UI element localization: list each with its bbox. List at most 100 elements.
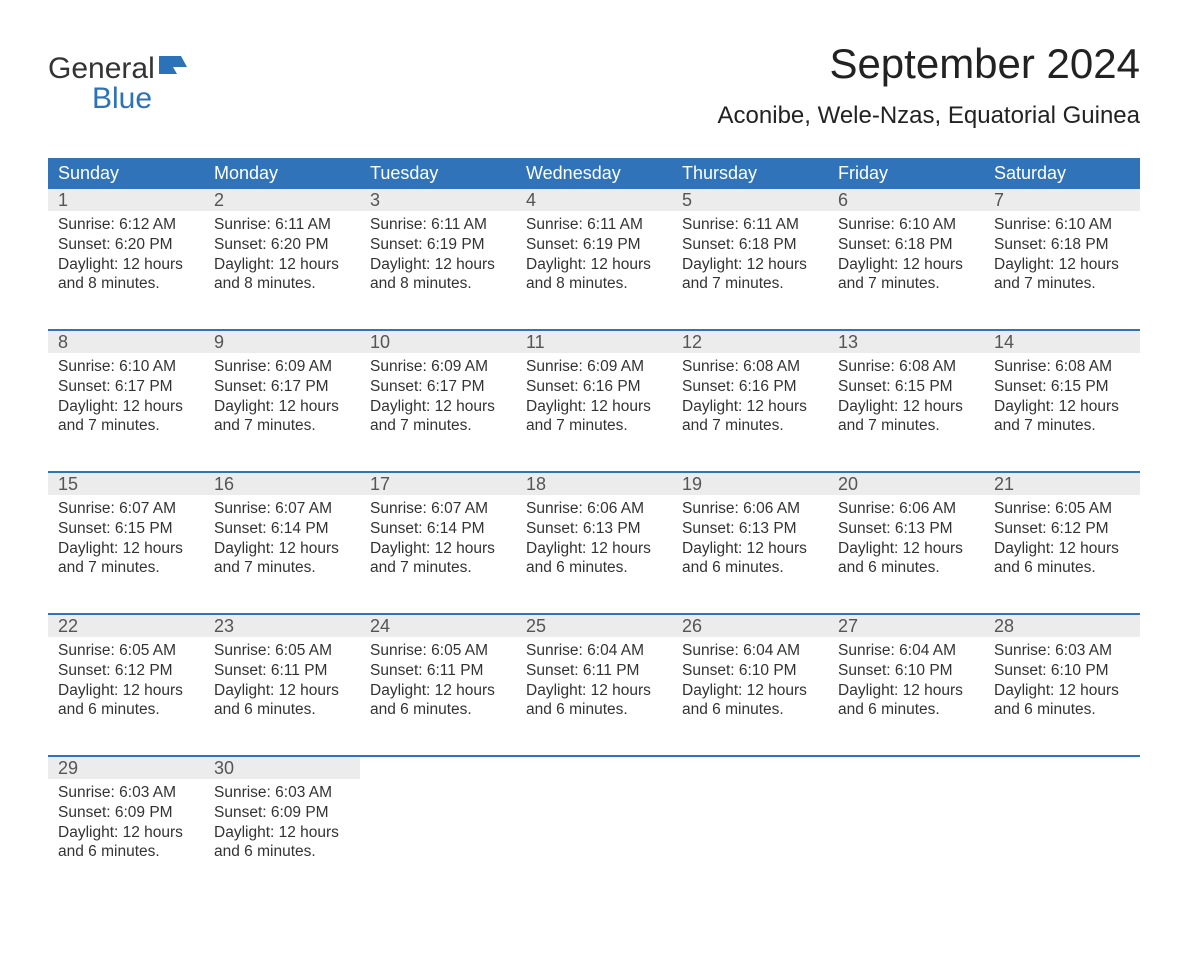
day-number: 11 [516, 331, 672, 353]
day-dl2: and 7 minutes. [214, 416, 350, 436]
day-body: Sunrise: 6:07 AMSunset: 6:14 PMDaylight:… [360, 495, 516, 583]
day-body: Sunrise: 6:03 AMSunset: 6:09 PMDaylight:… [204, 779, 360, 867]
day-body: Sunrise: 6:04 AMSunset: 6:10 PMDaylight:… [828, 637, 984, 725]
calendar-week: 22Sunrise: 6:05 AMSunset: 6:12 PMDayligh… [48, 613, 1140, 725]
day-dl2: and 7 minutes. [214, 558, 350, 578]
day-body: Sunrise: 6:04 AMSunset: 6:10 PMDaylight:… [672, 637, 828, 725]
location: Aconibe, Wele-Nzas, Equatorial Guinea [718, 102, 1140, 130]
day-number: 1 [48, 189, 204, 211]
day-body [516, 757, 672, 845]
calendar-day: 22Sunrise: 6:05 AMSunset: 6:12 PMDayligh… [48, 615, 204, 725]
day-sunset: Sunset: 6:17 PM [58, 377, 194, 397]
day-sunset: Sunset: 6:18 PM [838, 235, 974, 255]
day-body: Sunrise: 6:05 AMSunset: 6:11 PMDaylight:… [360, 637, 516, 725]
day-sunset: Sunset: 6:15 PM [58, 519, 194, 539]
day-sunrise: Sunrise: 6:08 AM [994, 357, 1130, 377]
day-dl2: and 6 minutes. [838, 700, 974, 720]
calendar-day: 30Sunrise: 6:03 AMSunset: 6:09 PMDayligh… [204, 757, 360, 867]
day-sunrise: Sunrise: 6:08 AM [838, 357, 974, 377]
day-dl2: and 6 minutes. [526, 558, 662, 578]
calendar-day: 4Sunrise: 6:11 AMSunset: 6:19 PMDaylight… [516, 189, 672, 299]
day-number: 9 [204, 331, 360, 353]
day-number: 4 [516, 189, 672, 211]
day-dl2: and 7 minutes. [994, 416, 1130, 436]
day-dl2: and 8 minutes. [214, 274, 350, 294]
day-number: 23 [204, 615, 360, 637]
day-number: 3 [360, 189, 516, 211]
day-number: 24 [360, 615, 516, 637]
day-sunrise: Sunrise: 6:10 AM [58, 357, 194, 377]
day-sunset: Sunset: 6:19 PM [370, 235, 506, 255]
day-sunset: Sunset: 6:17 PM [214, 377, 350, 397]
day-body: Sunrise: 6:08 AMSunset: 6:16 PMDaylight:… [672, 353, 828, 441]
day-sunrise: Sunrise: 6:05 AM [370, 641, 506, 661]
weekday-wed: Wednesday [516, 158, 672, 189]
day-sunset: Sunset: 6:16 PM [682, 377, 818, 397]
day-body: Sunrise: 6:11 AMSunset: 6:19 PMDaylight:… [360, 211, 516, 299]
day-sunset: Sunset: 6:10 PM [994, 661, 1130, 681]
day-sunset: Sunset: 6:11 PM [214, 661, 350, 681]
day-number: 22 [48, 615, 204, 637]
calendar-day: 26Sunrise: 6:04 AMSunset: 6:10 PMDayligh… [672, 615, 828, 725]
day-number: 19 [672, 473, 828, 495]
day-sunrise: Sunrise: 6:04 AM [526, 641, 662, 661]
day-dl2: and 7 minutes. [370, 558, 506, 578]
day-sunset: Sunset: 6:13 PM [526, 519, 662, 539]
day-sunset: Sunset: 6:09 PM [214, 803, 350, 823]
calendar-day: 2Sunrise: 6:11 AMSunset: 6:20 PMDaylight… [204, 189, 360, 299]
day-body [360, 757, 516, 845]
day-dl2: and 6 minutes. [838, 558, 974, 578]
calendar-week: 1Sunrise: 6:12 AMSunset: 6:20 PMDaylight… [48, 189, 1140, 299]
day-sunrise: Sunrise: 6:07 AM [370, 499, 506, 519]
day-dl2: and 7 minutes. [838, 416, 974, 436]
day-sunset: Sunset: 6:20 PM [214, 235, 350, 255]
day-dl2: and 6 minutes. [994, 700, 1130, 720]
day-body: Sunrise: 6:06 AMSunset: 6:13 PMDaylight:… [672, 495, 828, 583]
day-dl2: and 6 minutes. [58, 842, 194, 862]
day-sunrise: Sunrise: 6:07 AM [214, 499, 350, 519]
day-dl1: Daylight: 12 hours [682, 255, 818, 275]
day-dl1: Daylight: 12 hours [682, 397, 818, 417]
day-dl2: and 7 minutes. [838, 274, 974, 294]
day-dl2: and 8 minutes. [370, 274, 506, 294]
day-number: 10 [360, 331, 516, 353]
logo-line1: General [48, 54, 187, 84]
calendar-day: 23Sunrise: 6:05 AMSunset: 6:11 PMDayligh… [204, 615, 360, 725]
day-dl1: Daylight: 12 hours [214, 539, 350, 559]
day-body: Sunrise: 6:09 AMSunset: 6:17 PMDaylight:… [360, 353, 516, 441]
day-body: Sunrise: 6:04 AMSunset: 6:11 PMDaylight:… [516, 637, 672, 725]
day-body: Sunrise: 6:08 AMSunset: 6:15 PMDaylight:… [984, 353, 1140, 441]
day-sunset: Sunset: 6:18 PM [682, 235, 818, 255]
day-dl1: Daylight: 12 hours [682, 539, 818, 559]
calendar-day [516, 757, 672, 867]
day-number: 30 [204, 757, 360, 779]
day-sunrise: Sunrise: 6:11 AM [370, 215, 506, 235]
day-number: 27 [828, 615, 984, 637]
day-body: Sunrise: 6:12 AMSunset: 6:20 PMDaylight:… [48, 211, 204, 299]
day-sunrise: Sunrise: 6:05 AM [994, 499, 1130, 519]
calendar-day: 1Sunrise: 6:12 AMSunset: 6:20 PMDaylight… [48, 189, 204, 299]
day-sunset: Sunset: 6:20 PM [58, 235, 194, 255]
weekday-fri: Friday [828, 158, 984, 189]
day-number: 18 [516, 473, 672, 495]
day-sunrise: Sunrise: 6:10 AM [994, 215, 1130, 235]
day-sunrise: Sunrise: 6:11 AM [214, 215, 350, 235]
calendar-day [672, 757, 828, 867]
day-dl2: and 8 minutes. [58, 274, 194, 294]
calendar-day: 6Sunrise: 6:10 AMSunset: 6:18 PMDaylight… [828, 189, 984, 299]
day-number: 6 [828, 189, 984, 211]
day-body: Sunrise: 6:03 AMSunset: 6:09 PMDaylight:… [48, 779, 204, 867]
day-dl2: and 6 minutes. [214, 842, 350, 862]
day-number: 17 [360, 473, 516, 495]
day-sunrise: Sunrise: 6:06 AM [526, 499, 662, 519]
day-sunrise: Sunrise: 6:05 AM [214, 641, 350, 661]
day-dl1: Daylight: 12 hours [214, 397, 350, 417]
day-sunrise: Sunrise: 6:05 AM [58, 641, 194, 661]
calendar-week: 15Sunrise: 6:07 AMSunset: 6:15 PMDayligh… [48, 471, 1140, 583]
calendar-day [360, 757, 516, 867]
day-dl1: Daylight: 12 hours [370, 681, 506, 701]
calendar-day: 10Sunrise: 6:09 AMSunset: 6:17 PMDayligh… [360, 331, 516, 441]
weekday-sun: Sunday [48, 158, 204, 189]
day-body [828, 757, 984, 845]
logo-word1: General [48, 54, 155, 84]
